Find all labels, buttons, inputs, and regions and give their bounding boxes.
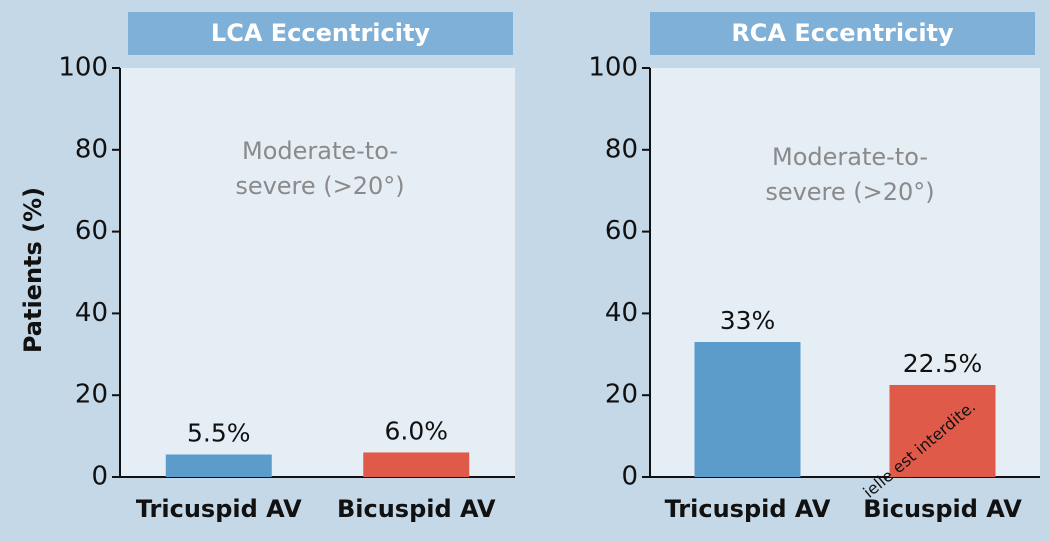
x-tick-label: Tricuspid AV bbox=[665, 495, 831, 523]
bar bbox=[165, 454, 272, 477]
value-label: 6.0% bbox=[384, 416, 448, 445]
y-tick-label: 0 bbox=[621, 462, 638, 492]
value-label: 5.5% bbox=[187, 419, 251, 448]
y-tick-label: 60 bbox=[75, 216, 108, 246]
bar bbox=[694, 342, 801, 477]
value-label: 33% bbox=[720, 306, 776, 335]
y-tick-label: 100 bbox=[588, 53, 638, 83]
annotation: severe (>20°) bbox=[765, 178, 934, 206]
chart-title: LCA Eccentricity bbox=[211, 19, 431, 47]
y-tick-label: 0 bbox=[91, 462, 108, 492]
y-tick-label: 80 bbox=[75, 134, 108, 164]
y-tick-label: 20 bbox=[605, 380, 638, 410]
annotation: Moderate-to- bbox=[242, 137, 398, 165]
y-tick-label: 40 bbox=[605, 298, 638, 328]
plot-area bbox=[120, 68, 515, 477]
y-axis-label: Patients (%) bbox=[19, 187, 47, 353]
y-tick-label: 60 bbox=[605, 216, 638, 246]
y-tick-label: 20 bbox=[75, 380, 108, 410]
value-label: 22.5% bbox=[903, 349, 982, 378]
x-tick-label: Tricuspid AV bbox=[136, 495, 302, 523]
x-tick-label: Bicuspid AV bbox=[337, 495, 496, 523]
x-tick-label: Bicuspid AV bbox=[863, 495, 1022, 523]
annotation: Moderate-to- bbox=[772, 143, 928, 171]
title-bar bbox=[128, 12, 513, 55]
y-tick-label: 40 bbox=[75, 298, 108, 328]
bar bbox=[363, 452, 470, 477]
chart-title: RCA Eccentricity bbox=[731, 19, 954, 47]
annotation: severe (>20°) bbox=[235, 172, 404, 200]
title-bar bbox=[650, 12, 1035, 55]
y-tick-label: 80 bbox=[605, 134, 638, 164]
bar bbox=[889, 384, 996, 477]
y-tick-label: 100 bbox=[58, 53, 108, 83]
